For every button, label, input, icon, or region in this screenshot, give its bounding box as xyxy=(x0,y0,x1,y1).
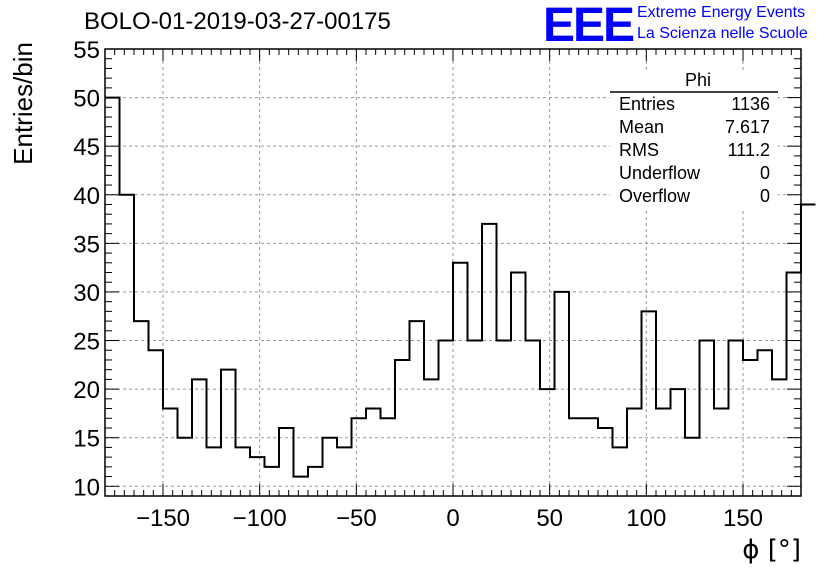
histogram-bin xyxy=(772,379,787,496)
y-axis-label: Entries/bin xyxy=(8,42,38,165)
histogram-bin xyxy=(265,467,280,496)
stats-value: 0 xyxy=(760,163,770,183)
logo-caption-line2: La Scienza nelle Scuole xyxy=(637,25,808,42)
histogram-bin xyxy=(192,379,207,496)
histogram-bin xyxy=(221,370,236,496)
stats-value: 7.617 xyxy=(725,117,770,137)
histogram-bin xyxy=(323,438,338,496)
histogram-bin xyxy=(279,428,294,496)
histogram-bin xyxy=(569,418,584,496)
y-tick-label: 55 xyxy=(73,37,100,64)
histogram-bin xyxy=(207,447,222,496)
stats-value: 0 xyxy=(760,186,770,206)
histogram-bin xyxy=(105,98,120,496)
histogram-bin xyxy=(439,341,454,496)
histogram-bin xyxy=(250,457,265,496)
histogram-bin xyxy=(163,409,178,496)
stats-label: Mean xyxy=(619,117,664,137)
histogram-bin xyxy=(366,409,381,496)
histogram-bin xyxy=(424,379,439,496)
histogram-bin xyxy=(337,447,352,496)
histogram-bin xyxy=(555,292,570,496)
histogram-bin xyxy=(308,467,323,496)
histogram-bin xyxy=(381,418,396,496)
eee-logo: EEE xyxy=(543,0,635,52)
histogram-bin xyxy=(352,418,367,496)
y-tick-label: 50 xyxy=(73,86,100,113)
stats-value: 1136 xyxy=(731,94,770,114)
histogram-bin xyxy=(134,321,149,496)
histogram-bin xyxy=(236,447,251,496)
y-tick-label: 35 xyxy=(73,231,100,258)
logo-caption: Extreme Energy Events La Scienza nelle S… xyxy=(637,2,808,44)
histogram-bin xyxy=(482,224,497,496)
y-tick-label: 10 xyxy=(73,474,100,501)
plot-title: BOLO-01-2019-03-27-00175 xyxy=(84,8,391,35)
stats-label: Overflow xyxy=(619,186,691,206)
x-tick-label: 50 xyxy=(536,505,563,532)
histogram-bin xyxy=(149,350,164,496)
histogram-bin xyxy=(787,273,802,497)
histogram-bin xyxy=(671,389,686,496)
histogram-bin xyxy=(178,438,193,496)
histogram-bin xyxy=(526,341,541,496)
stats-title: Phi xyxy=(685,70,711,90)
histogram-bin xyxy=(540,389,555,496)
x-tick-label: −150 xyxy=(136,505,190,532)
histogram-bin xyxy=(120,195,135,496)
stats-label: RMS xyxy=(619,140,659,160)
histogram-bin xyxy=(627,409,642,496)
histogram-bin xyxy=(685,438,700,496)
histogram-bin xyxy=(729,341,744,496)
y-tick-label: 45 xyxy=(73,134,100,161)
histogram-outline xyxy=(105,96,816,478)
histogram-bin xyxy=(598,428,613,496)
histogram-bin xyxy=(714,409,729,496)
histogram-bin xyxy=(656,409,671,496)
x-axis-label: ϕ [°] xyxy=(742,535,801,565)
histogram-bin xyxy=(468,341,483,496)
y-tick-label: 25 xyxy=(73,329,100,356)
histogram-bin xyxy=(294,477,309,496)
x-tick-label: 100 xyxy=(626,505,666,532)
x-tick-label: 150 xyxy=(723,505,763,532)
stats-value: 111.2 xyxy=(728,140,770,160)
histogram-bin xyxy=(743,360,758,496)
x-tick-label: 0 xyxy=(446,505,459,532)
stats-label: Entries xyxy=(619,94,675,114)
histogram-bin xyxy=(584,418,599,496)
y-tick-label: 40 xyxy=(73,183,100,210)
y-tick-label: 20 xyxy=(73,377,100,404)
y-tick-label: 15 xyxy=(73,426,100,453)
y-tick-label: 30 xyxy=(73,280,100,307)
histogram-bin xyxy=(613,447,628,496)
histogram-bin xyxy=(410,321,425,496)
x-tick-label: −100 xyxy=(233,505,287,532)
histogram-bin xyxy=(511,273,526,497)
histogram-bin xyxy=(642,311,657,496)
histogram-bin xyxy=(395,360,410,496)
histogram-bin xyxy=(453,263,468,496)
histogram-bin xyxy=(801,204,816,496)
stats-box-bg xyxy=(610,70,778,210)
stats-label: Underflow xyxy=(619,163,701,183)
histogram-bin xyxy=(497,341,512,496)
histogram-bin xyxy=(700,341,715,496)
histogram-bin xyxy=(758,350,773,496)
x-tick-label: −50 xyxy=(336,505,377,532)
logo-caption-line1: Extreme Energy Events xyxy=(637,4,806,21)
